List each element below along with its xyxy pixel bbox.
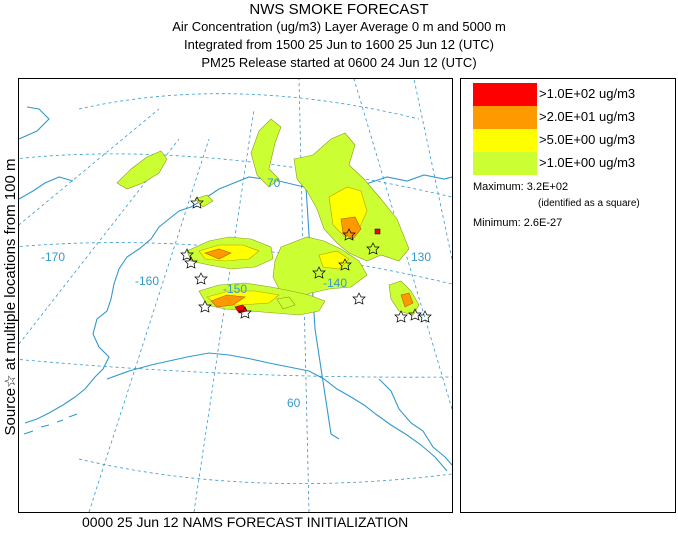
source-star bbox=[352, 292, 366, 305]
label-lon-170: -170 bbox=[41, 250, 65, 264]
lat-line-55 bbox=[78, 458, 452, 484]
source-star bbox=[194, 272, 208, 285]
legend-label: >1.0E+00 ug/m3 bbox=[539, 155, 636, 170]
source-star bbox=[408, 308, 422, 321]
label-lat-70: 70 bbox=[267, 176, 281, 190]
source-star bbox=[238, 306, 252, 319]
source-star bbox=[190, 196, 204, 209]
legend-swatch bbox=[473, 152, 537, 175]
forecast-initialization-footer: 0000 25 Jun 12 NAMS FORECAST INITIALIZAT… bbox=[82, 514, 409, 530]
legend-swatch bbox=[473, 129, 537, 152]
lat-line-75 bbox=[78, 93, 420, 120]
smoke-high bbox=[204, 216, 414, 308]
lat-line-70 bbox=[19, 153, 452, 198]
plume-chukchi bbox=[116, 150, 168, 190]
plume-small-2 bbox=[276, 296, 296, 310]
chukotka-coast bbox=[19, 106, 74, 200]
source-star bbox=[312, 266, 326, 279]
plume-north-central bbox=[250, 118, 282, 188]
legend-swatch bbox=[473, 106, 537, 129]
smoke-low bbox=[116, 118, 420, 316]
legend-item: >5.0E+00 ug/m3 bbox=[473, 129, 673, 152]
legend-label: >5.0E+00 ug/m3 bbox=[539, 132, 636, 147]
source-star bbox=[394, 310, 408, 323]
lon-line-150 bbox=[193, 108, 255, 512]
plume-high-se bbox=[400, 292, 414, 308]
legend-item: >2.0E+01 ug/m3 bbox=[473, 106, 673, 129]
maximum-value: Maximum: 3.2E+02 bbox=[473, 181, 569, 193]
map-panel: 70 60 -170 -160 -150 -140 130 bbox=[18, 78, 453, 513]
label-lon-140: -140 bbox=[323, 276, 347, 290]
max-square-marker bbox=[374, 228, 381, 235]
lat-line-60 bbox=[19, 359, 452, 378]
subtitle-integration: Integrated from 1500 25 Jun to 1600 25 J… bbox=[183, 37, 495, 52]
legend-swatch bbox=[473, 83, 537, 106]
canada-arctic-coast bbox=[348, 174, 452, 190]
source-star bbox=[366, 242, 380, 255]
graticule-labels: 70 60 -170 -160 -150 -140 130 bbox=[41, 176, 431, 410]
plume-high-ne bbox=[340, 216, 362, 240]
maximum-note: (identified as a square) bbox=[538, 198, 640, 209]
map-title: NWS SMOKE FORECAST bbox=[249, 1, 429, 18]
legend-label: >2.0E+01 ug/m3 bbox=[539, 109, 636, 124]
plume-mid-central bbox=[318, 250, 350, 270]
label-lon-130: 130 bbox=[411, 250, 431, 264]
label-lon-160: -160 bbox=[135, 274, 159, 288]
alaska-map: 70 60 -170 -160 -150 -140 130 bbox=[19, 79, 452, 512]
legend-label: >1.0E+02 ug/m3 bbox=[539, 86, 636, 101]
source-star bbox=[184, 256, 198, 269]
legend-item: >1.0E+00 ug/m3 bbox=[473, 152, 673, 175]
source-star bbox=[180, 248, 194, 261]
label-lon-150: -150 bbox=[223, 282, 247, 296]
minimum-value: Minimum: 2.6E-27 bbox=[473, 217, 563, 229]
lon-line-120 bbox=[413, 79, 452, 260]
label-lat-60: 60 bbox=[287, 396, 301, 410]
source-star bbox=[342, 228, 356, 241]
lon-line-180 bbox=[19, 108, 160, 226]
source-star bbox=[338, 258, 352, 271]
se-alaska-coast bbox=[378, 378, 452, 466]
legend-item: >1.0E+02 ug/m3 bbox=[473, 83, 673, 106]
plume-small-1 bbox=[194, 194, 214, 208]
lon-line-160 bbox=[88, 138, 210, 512]
source-markers bbox=[180, 196, 432, 323]
aleutian-islands bbox=[23, 413, 78, 435]
subtitle-concentration: Air Concentration (ug/m3) Layer Average … bbox=[172, 19, 506, 34]
source-star bbox=[198, 300, 212, 313]
plume-high-west bbox=[210, 294, 246, 308]
legend-panel: >1.0E+02 ug/m3 >2.0E+01 ug/m3 >5.0E+00 u… bbox=[460, 78, 676, 513]
subtitle-release: PM25 Release started at 0600 24 Jun 12 (… bbox=[201, 55, 477, 70]
source-star bbox=[418, 310, 432, 323]
plume-central bbox=[272, 236, 368, 300]
plume-high-west-upper bbox=[204, 248, 232, 260]
